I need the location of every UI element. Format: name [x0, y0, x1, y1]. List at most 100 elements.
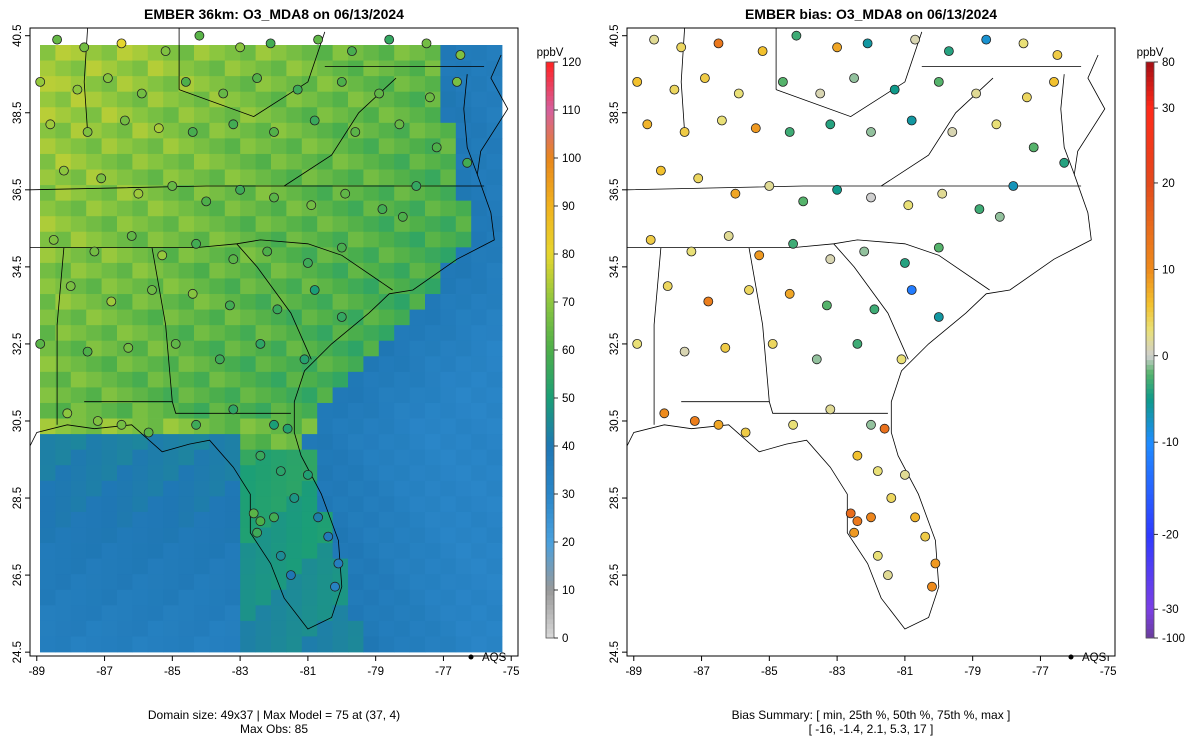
boundary-line — [56, 247, 65, 425]
colorbar-segment — [546, 268, 554, 274]
station-marker — [788, 419, 798, 430]
grid-cell — [255, 200, 272, 217]
grid-cell — [301, 449, 318, 466]
grid-cell — [132, 480, 149, 497]
grid-cell — [301, 309, 318, 326]
grid-cell — [147, 480, 164, 497]
station-marker — [910, 34, 920, 45]
station-marker — [906, 285, 917, 295]
grid-cell — [101, 605, 118, 622]
station-marker — [346, 46, 357, 56]
grid-cell — [471, 122, 487, 139]
grid-cell — [271, 434, 287, 451]
grid-cell — [332, 371, 349, 388]
grid-cell — [486, 480, 503, 497]
grid-cell — [101, 169, 118, 186]
grid-cell — [194, 511, 210, 528]
colorbar-segment — [1146, 594, 1154, 601]
colorbar-segment — [546, 417, 554, 423]
grid-cell — [455, 294, 472, 310]
colorbar-segment — [1146, 364, 1154, 370]
grid-cell — [486, 449, 503, 466]
grid-cell — [178, 309, 195, 326]
station-marker — [733, 88, 744, 99]
grid-cell — [394, 185, 410, 202]
station-marker — [82, 127, 93, 137]
grid-cell — [70, 294, 87, 310]
grid-cell — [40, 387, 56, 404]
grid-cell — [255, 636, 272, 653]
station-marker — [462, 157, 473, 168]
grid-cell — [117, 496, 133, 513]
grid-cell — [440, 262, 457, 279]
grid-cell — [271, 76, 287, 93]
x-tick-label: -75 — [503, 666, 520, 678]
colorbar-segment — [1146, 105, 1154, 111]
station-marker — [350, 127, 361, 137]
station-marker — [815, 88, 826, 99]
station-marker — [275, 550, 286, 561]
colorbar-segment — [546, 359, 554, 365]
colorbar-tick-label: 100 — [562, 153, 581, 165]
x-tick-label: -77 — [435, 666, 452, 678]
station-marker — [299, 354, 310, 365]
grid-cell — [55, 496, 72, 513]
grid-cell — [486, 589, 503, 606]
grid-cell — [332, 636, 349, 653]
grid-cell — [70, 605, 87, 622]
grid-cell — [363, 387, 380, 404]
grid-cell — [132, 620, 149, 637]
colorbar-segment — [1146, 297, 1154, 303]
colorbar-segment — [546, 398, 554, 404]
grid-cell — [440, 543, 457, 560]
grid-cell — [317, 449, 333, 466]
grid-cell — [425, 60, 441, 77]
grid-cell — [440, 185, 457, 202]
grid-cell — [348, 169, 364, 186]
grid-cell — [471, 278, 487, 295]
grid-cell — [240, 169, 256, 186]
grid-cell — [178, 574, 195, 591]
grid-cell — [240, 91, 256, 108]
colorbar-segment — [1146, 585, 1154, 591]
grid-cell — [286, 371, 303, 388]
grid-cell — [348, 434, 364, 451]
grid-cell — [378, 122, 395, 139]
grid-cell — [440, 325, 457, 342]
grid-cell — [147, 294, 164, 310]
grid-cell — [486, 371, 503, 388]
station-marker — [788, 238, 798, 249]
grid-cell — [363, 511, 380, 528]
grid-cell — [70, 325, 87, 342]
grid-cell — [301, 636, 318, 653]
grid-cell — [117, 387, 133, 404]
grid-cell — [101, 480, 118, 497]
grid-cell — [286, 356, 303, 373]
grid-cell — [317, 278, 333, 295]
grid-cell — [178, 231, 195, 248]
grid-cell — [286, 60, 303, 77]
grid-cell — [394, 449, 410, 466]
grid-cell — [348, 605, 364, 622]
grid-cell — [132, 558, 149, 575]
grid-cell — [224, 309, 241, 326]
grid-cell — [455, 589, 472, 606]
grid-cell — [224, 574, 241, 591]
grid-cell — [425, 309, 441, 326]
grid-cell — [486, 91, 503, 108]
grid-cell — [240, 496, 256, 513]
grid-cell — [70, 185, 87, 202]
colorbar-segment — [546, 167, 554, 173]
grid-cell — [117, 356, 133, 373]
grid-cell — [147, 465, 164, 482]
grid-cell — [55, 605, 72, 622]
grid-cell — [55, 465, 72, 482]
colorbar-segment — [546, 599, 554, 605]
grid-cell — [209, 262, 226, 279]
model-map — [30, 28, 509, 653]
grid-cell — [425, 356, 441, 373]
station-marker — [886, 493, 897, 503]
colorbar-segment — [546, 431, 554, 437]
grid-cell — [86, 76, 102, 93]
grid-cell — [117, 589, 133, 606]
